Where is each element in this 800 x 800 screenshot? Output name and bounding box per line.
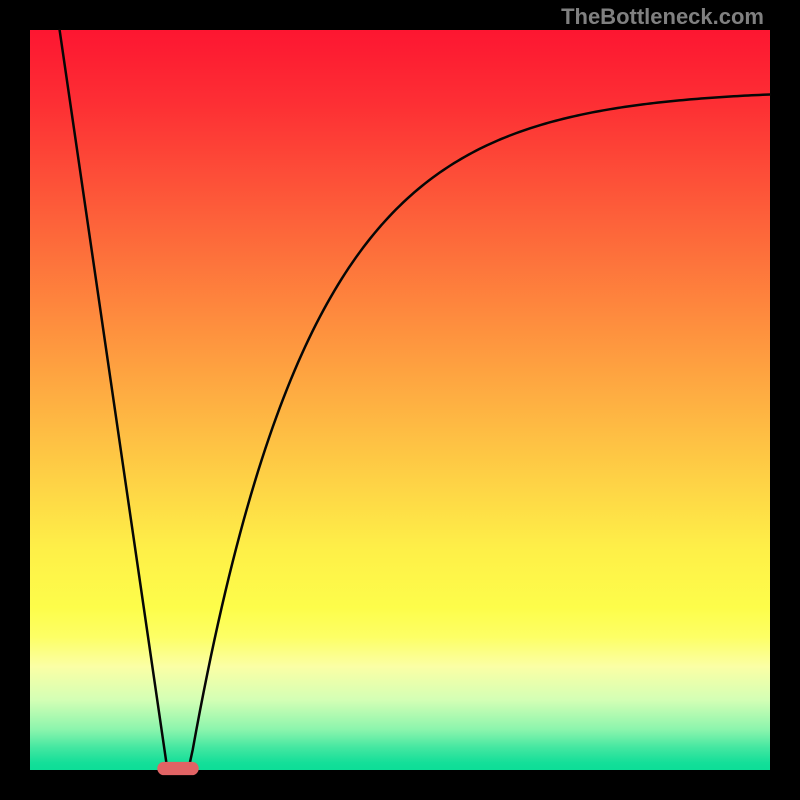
bottleneck-marker bbox=[157, 762, 198, 775]
bottleneck-chart bbox=[0, 0, 800, 800]
gradient-background bbox=[30, 30, 770, 770]
watermark-text: TheBottleneck.com bbox=[561, 4, 764, 30]
chart-container: TheBottleneck.com bbox=[0, 0, 800, 800]
